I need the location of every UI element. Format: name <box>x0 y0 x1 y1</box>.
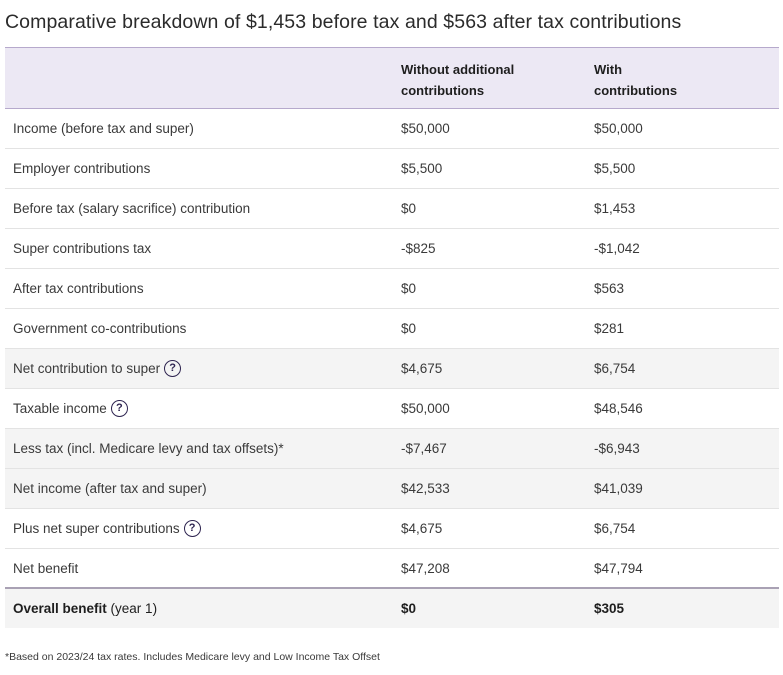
row-label-text: Employer contributions <box>13 161 151 176</box>
row-value-with: -$1,042 <box>594 241 640 256</box>
row-label-text: Before tax (salary sacrifice) contributi… <box>13 201 251 216</box>
row-label-text: Net income (after tax and super) <box>13 481 207 496</box>
row-value-with: $6,754 <box>594 361 636 376</box>
row-value-with: $563 <box>594 281 625 296</box>
column-header-without: Without additional contributions <box>401 59 571 101</box>
row-label: Taxable income? <box>13 389 128 429</box>
row-value-without: -$825 <box>401 241 436 256</box>
table-header: Without additional contributions With co… <box>5 47 779 109</box>
column-header-with-line2: contributions <box>594 83 678 98</box>
row-value-without: -$7,467 <box>401 441 447 456</box>
row-value-without: $5,500 <box>401 161 443 176</box>
row-label-text: Taxable income <box>13 401 107 416</box>
row-value-with: $47,794 <box>594 561 643 576</box>
row-value-without: $4,675 <box>401 361 443 376</box>
row-value-with: $48,546 <box>594 401 643 416</box>
row-value-with: $41,039 <box>594 481 643 496</box>
info-icon[interactable]: ? <box>164 359 182 377</box>
row-label: Net benefit <box>13 549 78 589</box>
row-label: Before tax (salary sacrifice) contributi… <box>13 189 250 229</box>
table-row: Government co-contributions $0 $281 <box>5 309 779 349</box>
row-label-text: Less tax (incl. Medicare levy and tax of… <box>13 441 284 456</box>
row-label-text: Government co-contributions <box>13 321 187 336</box>
row-value-without: $42,533 <box>401 481 450 496</box>
comparison-table: Without additional contributions With co… <box>5 47 779 628</box>
overall-benefit-label: Overall benefit (year 1) <box>13 589 157 628</box>
table-row: Less tax (incl. Medicare levy and tax of… <box>5 429 779 469</box>
row-value-with: $6,754 <box>594 521 636 536</box>
table-row: Net contribution to super? $4,675 $6,754 <box>5 349 779 389</box>
page-title: Comparative breakdown of $1,453 before t… <box>5 11 682 33</box>
row-label: Net contribution to super? <box>13 349 182 389</box>
overall-benefit-label-rest: (year 1) <box>106 601 158 616</box>
table-row: Net benefit $47,208 $47,794 <box>5 549 779 589</box>
table-row: Net income (after tax and super) $42,533 $… <box>5 469 779 509</box>
row-label: Government co-contributions <box>13 309 186 349</box>
footnote: *Based on 2023/24 tax rates. Includes Me… <box>5 651 380 663</box>
info-icon[interactable]: ? <box>110 399 128 417</box>
overall-benefit-without: $0 <box>401 601 417 616</box>
row-label-text: Super contributions tax <box>13 241 152 256</box>
row-label: Net income (after tax and super) <box>13 469 207 509</box>
row-label-text: After tax contributions <box>13 281 144 296</box>
row-value-with: $50,000 <box>594 121 643 136</box>
row-label: After tax contributions <box>13 269 144 309</box>
table-row: Before tax (salary sacrifice) contributi… <box>5 189 779 229</box>
row-value-with: $5,500 <box>594 161 636 176</box>
table-row: Income (before tax and super) $50,000 $50,… <box>5 109 779 149</box>
row-label-text: Income (before tax and super) <box>13 121 194 136</box>
table-row: Plus net super contributions? $4,675 $6,75… <box>5 509 779 549</box>
row-label: Super contributions tax <box>13 229 151 269</box>
row-value-with: $281 <box>594 321 625 336</box>
row-label: Income (before tax and super) <box>13 109 194 149</box>
row-value-without: $4,675 <box>401 521 443 536</box>
table-row: Super contributions tax -$825 -$1,042 <box>5 229 779 269</box>
column-header-without-line1: Without additional <box>401 62 515 77</box>
row-label: Plus net super contributions? <box>13 509 201 549</box>
overall-benefit-row: Overall benefit (year 1) $0 $305 <box>5 589 779 628</box>
row-value-without: $50,000 <box>401 121 450 136</box>
column-header-with-line1: With <box>594 62 623 77</box>
row-label-text: Plus net super contributions <box>13 521 180 536</box>
row-value-without: $0 <box>401 321 417 336</box>
overall-benefit-label-bold: Overall benefit <box>13 601 107 616</box>
row-label: Employer contributions <box>13 149 150 189</box>
column-header-with: With contributions <box>594 59 764 101</box>
row-label: Less tax (incl. Medicare levy and tax of… <box>13 429 284 469</box>
row-label-text: Net benefit <box>13 561 79 576</box>
overall-benefit-with: $305 <box>594 601 625 616</box>
row-label-text: Net contribution to super <box>13 361 161 376</box>
table-row: Taxable income? $50,000 $48,546 <box>5 389 779 429</box>
info-icon[interactable]: ? <box>183 519 201 537</box>
row-value-with: $1,453 <box>594 201 636 216</box>
column-header-without-line2: contributions <box>401 83 485 98</box>
table-row: Employer contributions $5,500 $5,500 <box>5 149 779 189</box>
row-value-without: $0 <box>401 281 417 296</box>
row-value-with: -$6,943 <box>594 441 640 456</box>
table-row: After tax contributions $0 $563 <box>5 269 779 309</box>
row-value-without: $47,208 <box>401 561 450 576</box>
row-value-without: $0 <box>401 201 417 216</box>
row-value-without: $50,000 <box>401 401 450 416</box>
